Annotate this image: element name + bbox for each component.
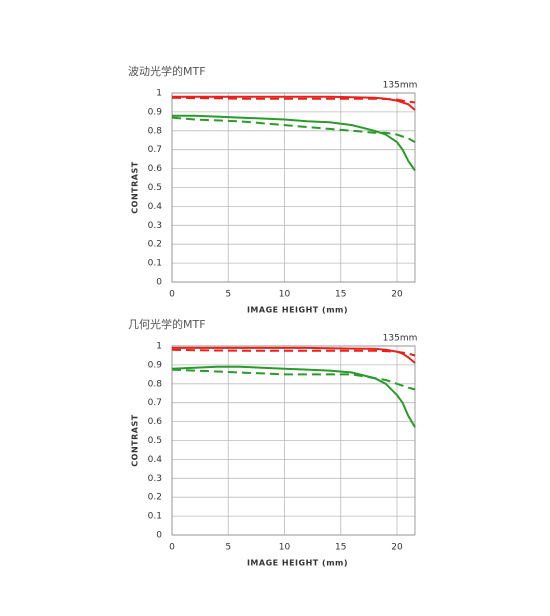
y-tick-label: 0.1	[148, 259, 162, 269]
y-tick-label: 0.1	[148, 512, 162, 522]
x-axis-label: IMAGE HEIGHT (mm)	[247, 559, 348, 568]
y-tick-label: 0.4	[148, 202, 163, 212]
y-tick-label: 1	[156, 342, 162, 352]
y-tick-label: 0.3	[148, 221, 162, 231]
y-tick-label: 0	[156, 278, 162, 288]
annotation: 135mm	[383, 334, 418, 344]
x-tick-label: 5	[225, 290, 231, 300]
y-axis-label: CONTRAST	[131, 161, 140, 213]
plot-frame	[171, 92, 416, 283]
y-tick-label: 0.8	[148, 126, 163, 136]
y-axis-label: CONTRAST	[131, 414, 140, 466]
plot-frame	[171, 345, 416, 536]
x-tick-label: 20	[391, 543, 403, 553]
x-tick-label: 10	[279, 290, 291, 300]
y-tick-label: 0.8	[148, 379, 163, 389]
x-tick-label: 15	[335, 290, 346, 300]
y-tick-label: 0.4	[148, 455, 163, 465]
mtf-line	[171, 116, 416, 143]
y-tick-label: 0.5	[148, 436, 162, 446]
x-tick-label: 20	[391, 290, 403, 300]
annotation: 135mm	[383, 81, 418, 91]
x-axis-label: IMAGE HEIGHT (mm)	[247, 306, 348, 315]
y-tick-label: 0.6	[148, 164, 163, 174]
mtf-line	[172, 114, 416, 172]
y-tick-label: 0.2	[148, 240, 162, 250]
y-tick-label: 0.9	[148, 107, 163, 117]
y-tick-label: 1	[156, 89, 162, 99]
y-tick-label: 0.6	[148, 417, 163, 427]
y-tick-label: 0.3	[148, 474, 162, 484]
mtf-line	[171, 365, 416, 428]
x-tick-label: 10	[279, 543, 291, 553]
chart-title: 几何光学的MTF	[128, 317, 206, 331]
mtf-line	[171, 348, 416, 357]
y-tick-label: 0.7	[148, 145, 162, 155]
y-tick-label: 0.2	[148, 493, 162, 503]
x-tick-label: 5	[225, 543, 231, 553]
mtf-line	[171, 96, 416, 104]
chart-title: 波动光学的MTF	[128, 64, 206, 78]
x-tick-label: 15	[335, 543, 346, 553]
y-tick-label: 0.9	[148, 360, 163, 370]
mtf-line	[171, 368, 416, 391]
x-tick-label: 0	[169, 543, 175, 553]
mtf-line	[172, 95, 416, 111]
y-tick-label: 0.7	[148, 398, 162, 408]
y-tick-label: 0	[156, 531, 162, 541]
y-tick-label: 0.5	[148, 183, 162, 193]
x-tick-label: 0	[169, 290, 175, 300]
